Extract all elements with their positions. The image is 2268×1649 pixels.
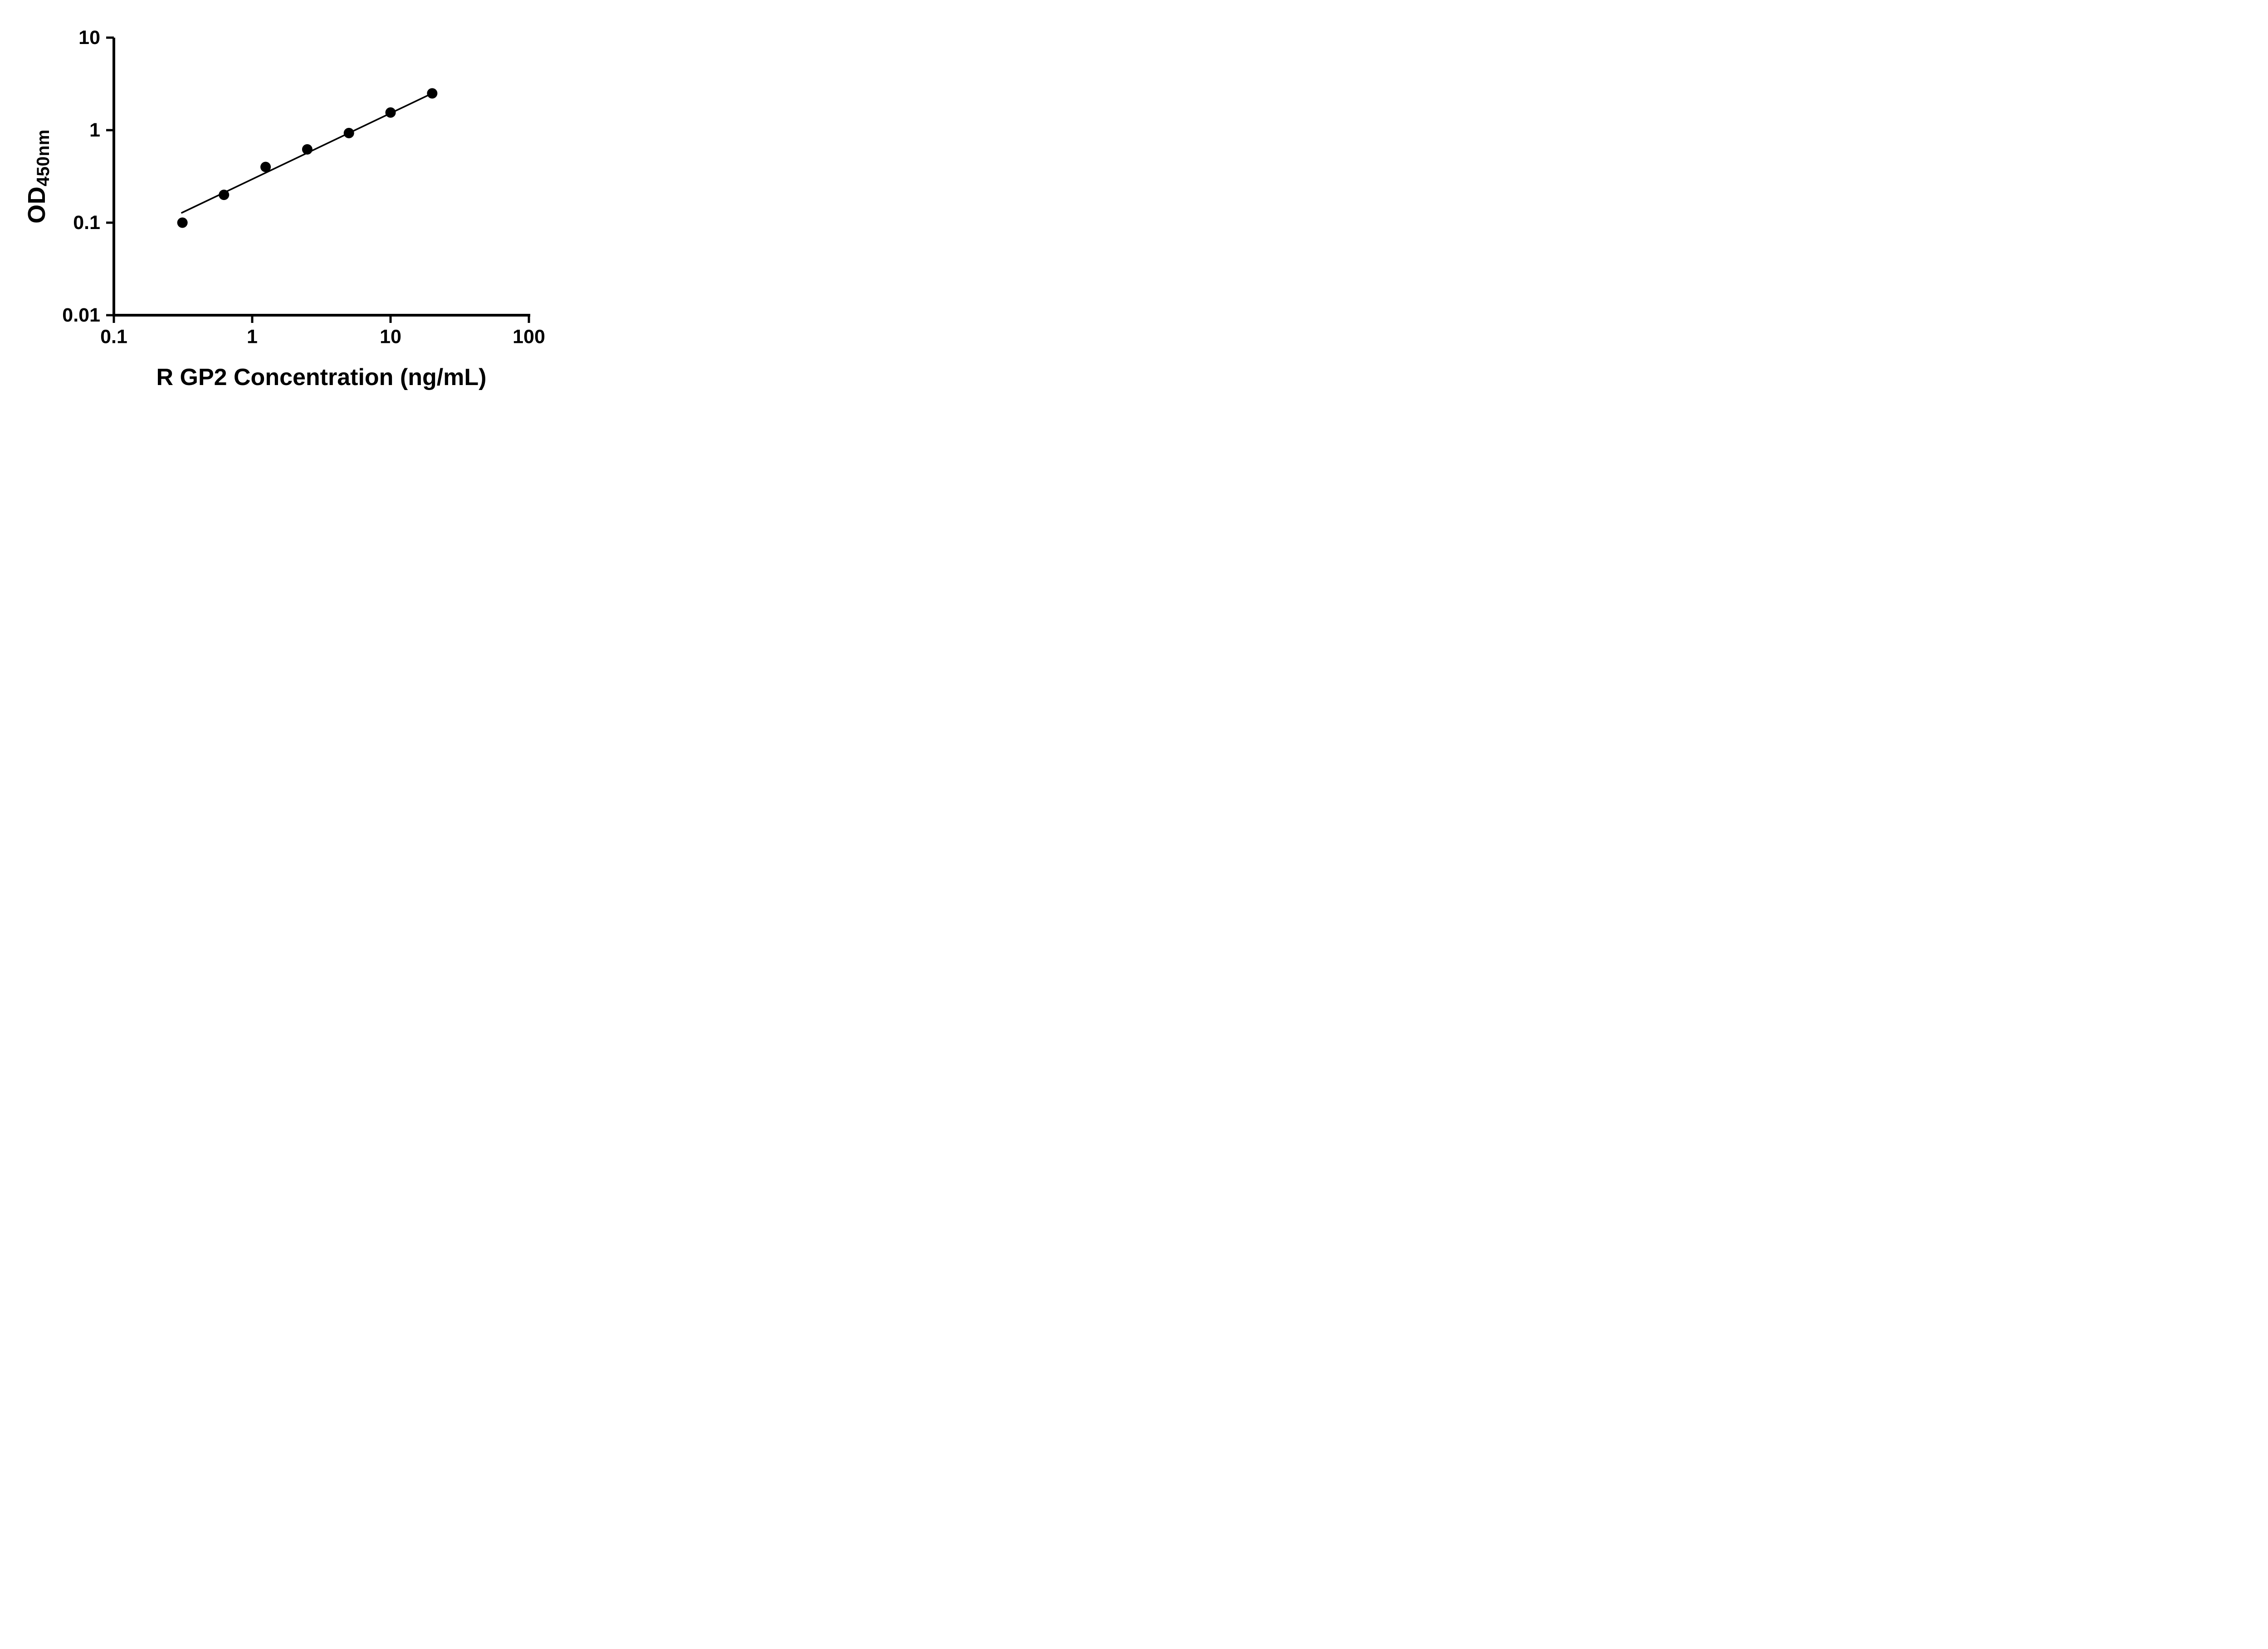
- x-axis-tick-label: 100: [513, 326, 545, 347]
- y-axis-tick-label: 1: [89, 119, 100, 141]
- x-axis-tick-label: 10: [380, 326, 401, 347]
- y-axis-title: OD450nm: [23, 129, 54, 224]
- data-point: [302, 144, 313, 155]
- y-axis-title-main: OD: [23, 186, 51, 224]
- data-point: [427, 88, 438, 99]
- y-axis-title-subscript: 450nm: [33, 129, 53, 186]
- data-point: [260, 161, 271, 172]
- data-point: [177, 217, 188, 228]
- data-point: [343, 127, 354, 138]
- data-point: [219, 190, 230, 200]
- x-axis-tick-label: 0.1: [100, 326, 127, 347]
- elisa-standard-curve-figure: 0.1 1 10 100 10 1 0.1 0.01 OD450nm R GP2 Concen…: [0, 0, 583, 412]
- y-axis-tick-label: 0.01: [62, 304, 100, 326]
- x-axis-title: R GP2 Concentration (ng/mL): [156, 364, 487, 390]
- x-axis-tick-label: 1: [247, 326, 258, 347]
- y-axis-tick-label: 0.1: [73, 212, 100, 234]
- y-axis-tick-label: 10: [78, 27, 100, 49]
- data-point: [385, 107, 396, 118]
